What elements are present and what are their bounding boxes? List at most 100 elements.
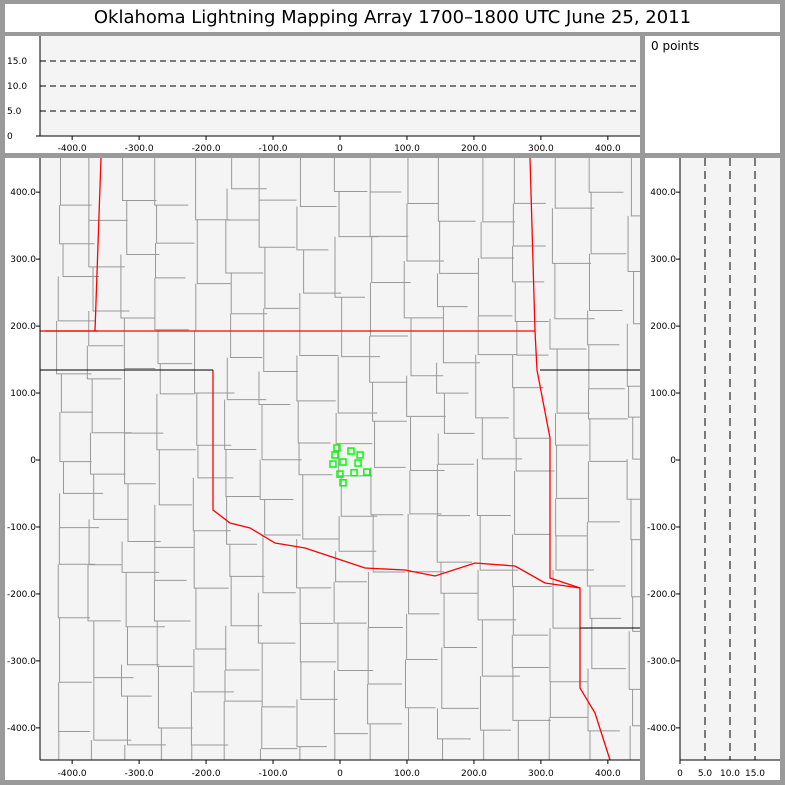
county-boundary	[436, 515, 473, 563]
county-boundary	[511, 635, 549, 668]
county-boundary	[628, 631, 640, 690]
county-boundary	[337, 623, 374, 672]
county-boundary	[436, 708, 471, 740]
county-boundary	[224, 399, 257, 450]
county-boundary	[153, 580, 191, 622]
county-boundary	[630, 158, 640, 217]
point-count: 0 points	[651, 39, 700, 53]
plan-view-map[interactable]: -400.0 -300.0 -200.0 -100.0 0 100.0 200.0 300.0…	[5, 158, 640, 780]
county-boundary	[127, 483, 161, 542]
y-tick-label: 5.0	[7, 107, 22, 117]
county-boundary	[91, 378, 132, 434]
county-boundary	[440, 562, 479, 594]
y-tick-label: -400.0	[7, 724, 36, 734]
county-boundary	[340, 475, 378, 517]
county-boundary	[126, 696, 166, 746]
x-tick-label: 10.0	[720, 769, 740, 779]
county-boundary	[512, 203, 546, 247]
county-boundary	[229, 544, 265, 577]
county-boundary	[226, 496, 257, 545]
county-boundary	[335, 412, 373, 445]
county-boundary	[479, 515, 519, 571]
county-boundary	[369, 191, 409, 237]
county-boundary	[626, 459, 640, 500]
county-boundary	[627, 215, 640, 272]
county-boundary	[337, 356, 378, 414]
county-boundary	[404, 659, 436, 709]
county-boundary	[59, 617, 92, 683]
county-boundary	[56, 320, 92, 375]
county-boundary	[86, 345, 122, 380]
x-tick-label: 300.0	[528, 144, 554, 153]
county-boundary	[122, 158, 157, 202]
county-boundary	[554, 158, 595, 209]
county-boundary	[195, 158, 231, 221]
county-boundary	[124, 433, 156, 485]
county-boundary	[230, 576, 263, 627]
x-tick-label: 100.0	[394, 769, 420, 779]
county-boundary	[588, 158, 624, 193]
county-boundary	[88, 310, 124, 347]
county-boundary	[230, 273, 268, 315]
ns-altitude-plot: 0 5.0 10.0 15.0 -400.0 -300.0 -200.0 -100.0 0 100…	[647, 158, 780, 779]
county-boundary	[225, 449, 260, 497]
county-boundary	[302, 474, 339, 540]
county-boundary	[589, 418, 627, 462]
county-boundary	[262, 535, 296, 594]
county-boundary	[296, 538, 332, 589]
ns-altitude-panel: 0 5.0 10.0 15.0 -400.0 -300.0 -200.0 -100.0 0 100…	[645, 158, 780, 780]
county-boundary	[263, 308, 298, 372]
state-border	[212, 370, 581, 589]
lma-station	[336, 470, 344, 478]
x-tick-label: -300.0	[125, 144, 154, 153]
x-tick-label: 100.0	[394, 144, 420, 153]
y-tick-label: 10.0	[7, 82, 27, 92]
county-boundary	[299, 158, 337, 207]
county-boundary	[367, 627, 403, 685]
county-boundary	[297, 400, 331, 444]
county-boundary	[226, 188, 259, 221]
county-boundary	[92, 266, 130, 312]
y-tick-label: -200.0	[7, 590, 36, 600]
lma-station	[333, 444, 341, 452]
county-boundary	[333, 158, 368, 192]
county-boundary	[555, 498, 587, 537]
county-boundary	[369, 336, 408, 383]
county-boundary	[556, 445, 588, 499]
county-boundary	[192, 477, 231, 532]
county-boundary	[120, 254, 155, 319]
x-tick-label: -200.0	[192, 769, 221, 779]
county-boundary	[261, 706, 298, 750]
county-boundary	[333, 670, 368, 735]
county-boundary	[299, 587, 334, 624]
county-boundary	[231, 158, 267, 190]
y-tick-label: 400.0	[650, 188, 676, 198]
county-boundary	[60, 373, 93, 413]
county-boundary	[632, 417, 640, 460]
lma-station	[363, 468, 371, 476]
lma-station	[329, 460, 337, 468]
county-boundary	[441, 647, 479, 709]
county-boundary	[157, 329, 193, 365]
county-boundary	[633, 271, 640, 325]
county-boundary	[88, 220, 125, 268]
county-boundary	[93, 677, 132, 741]
county-boundary	[370, 467, 404, 516]
x-tick-label: 400.0	[595, 769, 621, 779]
x-tick-label: 400.0	[595, 144, 621, 153]
x-tick-label: -200.0	[192, 144, 221, 153]
county-boundary	[407, 158, 439, 205]
county-boundary	[476, 458, 511, 517]
county-boundary	[588, 388, 628, 420]
county-boundary	[296, 699, 327, 748]
county-boundary	[632, 596, 640, 632]
county-boundary	[59, 412, 92, 463]
county-boundary	[549, 628, 588, 683]
y-tick-label: -100.0	[7, 523, 36, 533]
y-tick-label: 400.0	[10, 188, 36, 198]
county-boundary	[516, 321, 549, 356]
county-boundary	[406, 375, 446, 417]
county-boundary	[120, 664, 152, 697]
plan-view-panel[interactable]: -400.0 -300.0 -200.0 -100.0 0 100.0 200.0 300.0…	[5, 158, 640, 780]
lma-station	[356, 451, 364, 459]
